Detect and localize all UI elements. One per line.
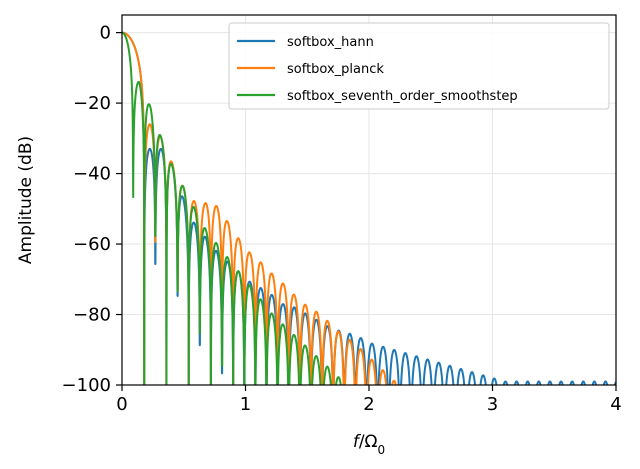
legend-entry-hann: softbox_hann (237, 35, 374, 50)
x-tick-label: 3 (487, 394, 498, 415)
x-tick-label: 1 (240, 394, 251, 415)
x-tick-label: 2 (363, 394, 374, 415)
series-line-softbox_planck (122, 31, 397, 385)
y-tick-label: −20 (73, 93, 111, 114)
legend-box (228, 22, 610, 110)
y-tick-label: −40 (73, 164, 111, 185)
legend-entry-smoothstep: softbox_seventh_order_smoothstep (237, 89, 518, 104)
y-tick-label: 0 (100, 23, 111, 44)
x-axis-label-sub: 0 (378, 443, 386, 457)
legend: softbox_hann softbox_planck softbox_seve… (228, 22, 610, 110)
y-tick-label: −60 (73, 234, 111, 255)
legend-label-smoothstep: softbox_seventh_order_smoothstep (287, 89, 518, 104)
y-tick-label: −80 (73, 305, 111, 326)
axis-ticks: 0 1 2 3 4 0 −20 −40 −60 −80 −100 (62, 23, 622, 415)
x-axis-label-var: f (353, 432, 362, 452)
legend-label-hann: softbox_hann (287, 35, 374, 50)
x-tick-label: 4 (610, 394, 621, 415)
legend-entry-planck: softbox_planck (237, 62, 384, 77)
series-layer (122, 31, 616, 385)
x-axis-label: f/Ω0 (353, 432, 385, 457)
y-tick-label: −100 (62, 375, 111, 396)
x-tick-label: 0 (116, 394, 127, 415)
legend-label-planck: softbox_planck (287, 62, 384, 77)
y-axis-label: Amplitude (dB) (16, 136, 36, 264)
x-axis-label-slash: /Ω (359, 432, 378, 452)
series-line-softbox_hann (122, 31, 616, 385)
series-line-softbox_seventh_order_smoothstep (122, 31, 342, 385)
